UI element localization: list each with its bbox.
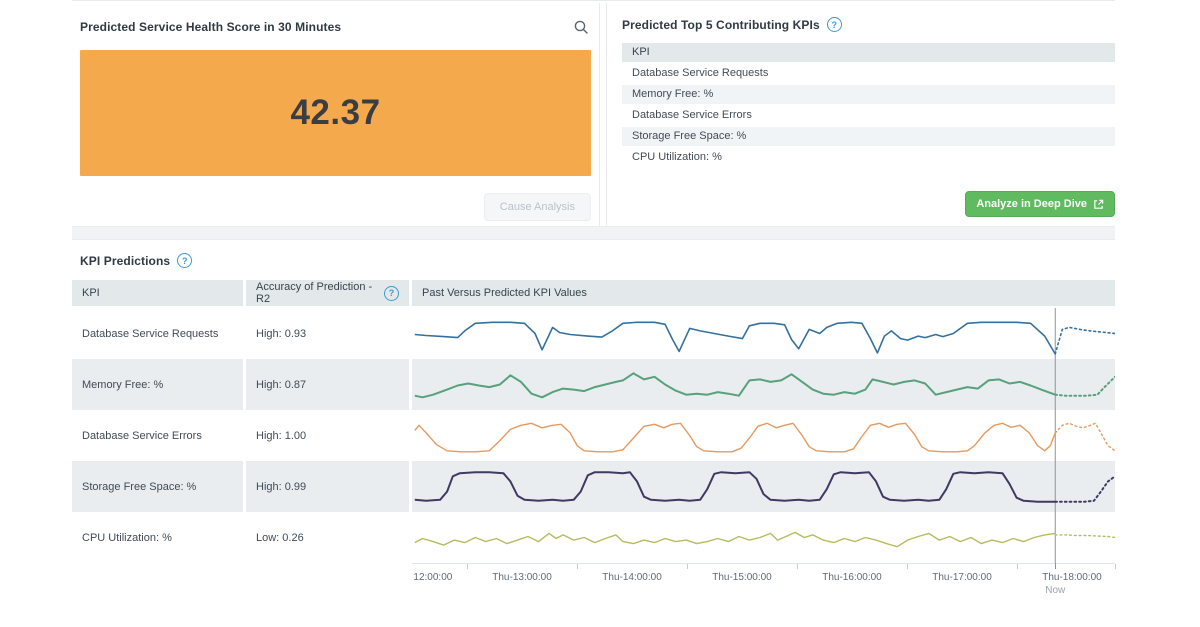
axis-tick bbox=[687, 564, 688, 569]
list-item: CPU Utilization: % bbox=[622, 148, 1115, 167]
top-kpis-column-header: KPI bbox=[622, 43, 1115, 62]
kpi-sparkline-chart bbox=[412, 308, 1115, 359]
kpi-name: CPU Utilization: % bbox=[72, 512, 243, 563]
kpi-sparkline-chart bbox=[412, 359, 1115, 410]
search-icon[interactable] bbox=[571, 17, 591, 37]
list-item: Database Service Requests bbox=[622, 64, 1115, 83]
kpi-accuracy: High: 1.00 bbox=[246, 410, 409, 461]
top-kpis-table: KPI Database Service Requests Memory Fre… bbox=[622, 43, 1115, 167]
axis-tick-label: Thu-13:00:00 bbox=[492, 572, 552, 583]
axis-tick-label: Thu-17:00:00 bbox=[932, 572, 992, 583]
list-item: Database Service Errors bbox=[622, 106, 1115, 125]
axis-tick bbox=[907, 564, 908, 569]
axis-tick bbox=[577, 564, 578, 569]
kpi-predictions-title: KPI Predictions bbox=[80, 254, 170, 268]
kpi-name: Database Service Errors bbox=[72, 410, 243, 461]
column-header-kpi: KPI bbox=[72, 280, 243, 306]
axis-tick-label: Thu-18:00:00 bbox=[1042, 572, 1102, 583]
axis-tick bbox=[467, 564, 468, 569]
health-score-panel: Predicted Service Health Score in 30 Min… bbox=[72, 3, 600, 226]
dashboard: Predicted Service Health Score in 30 Min… bbox=[72, 0, 1115, 600]
axis-tick-label: Thu-15:00:00 bbox=[712, 572, 772, 583]
axis-tick bbox=[1017, 564, 1018, 569]
now-line bbox=[1055, 563, 1056, 569]
info-icon[interactable]: ? bbox=[384, 286, 399, 301]
axis-tick bbox=[1115, 564, 1116, 569]
health-score-title: Predicted Service Health Score in 30 Min… bbox=[80, 20, 341, 34]
kpi-accuracy: High: 0.99 bbox=[246, 461, 409, 512]
kpi-accuracy: High: 0.93 bbox=[246, 308, 409, 359]
section-divider bbox=[72, 226, 1115, 240]
top-kpis-panel: Predicted Top 5 Contributing KPIs ? KPI … bbox=[606, 3, 1115, 226]
analyze-deep-dive-button[interactable]: Analyze in Deep Dive bbox=[965, 191, 1115, 217]
kpi-sparkline-chart bbox=[412, 410, 1115, 461]
list-item: Memory Free: % bbox=[622, 85, 1115, 104]
cause-analysis-button[interactable]: Cause Analysis bbox=[484, 193, 591, 221]
axis-tick-label: Thu-16:00:00 bbox=[822, 572, 882, 583]
kpi-accuracy: Low: 0.26 bbox=[246, 512, 409, 563]
kpi-name: Storage Free Space: % bbox=[72, 461, 243, 512]
analyze-deep-dive-label: Analyze in Deep Dive bbox=[976, 198, 1087, 210]
info-icon[interactable]: ? bbox=[827, 17, 842, 32]
axis-tick bbox=[797, 564, 798, 569]
axis-tick-label: Thu-14:00:00 bbox=[602, 572, 662, 583]
health-score-value: 42.37 bbox=[290, 93, 380, 133]
axis-tick-label: 12:00:00 bbox=[413, 572, 452, 583]
kpi-accuracy: High: 0.87 bbox=[246, 359, 409, 410]
kpi-sparkline-chart bbox=[412, 512, 1115, 563]
external-link-icon bbox=[1093, 199, 1104, 210]
kpi-sparkline-chart bbox=[412, 461, 1115, 512]
kpi-predictions-panel: KPI Predictions ? KPI Accuracy of Predic… bbox=[72, 240, 1115, 600]
top-panels-row: Predicted Service Health Score in 30 Min… bbox=[72, 0, 1115, 226]
kpi-name: Database Service Requests bbox=[72, 308, 243, 359]
info-icon[interactable]: ? bbox=[177, 253, 192, 268]
list-item: Storage Free Space: % bbox=[622, 127, 1115, 146]
kpi-name: Memory Free: % bbox=[72, 359, 243, 410]
time-axis: 12:00:00 Thu-13:00:00 Thu-14:00:00 Thu-15:0… bbox=[412, 563, 1115, 600]
column-header-chart: Past Versus Predicted KPI Values bbox=[412, 280, 1115, 306]
top-kpis-title: Predicted Top 5 Contributing KPIs bbox=[622, 18, 820, 32]
now-label: Now bbox=[1045, 585, 1065, 596]
health-score-box: 42.37 bbox=[80, 50, 591, 176]
kpi-predictions-table: KPI Accuracy of Prediction - R2 ? Past V… bbox=[72, 280, 1115, 600]
column-header-accuracy: Accuracy of Prediction - R2 ? bbox=[246, 280, 409, 306]
